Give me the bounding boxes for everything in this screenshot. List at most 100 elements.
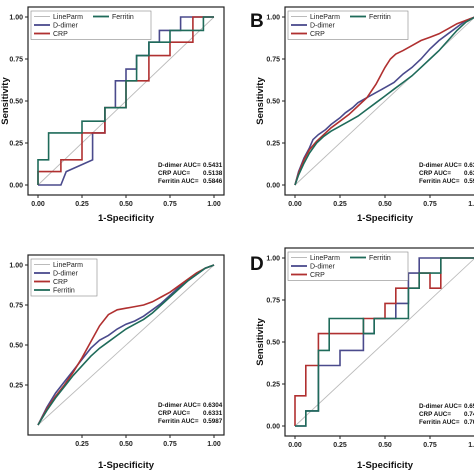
- series-line-lineparm: [37, 264, 215, 426]
- x-tick-label: 0.00: [288, 201, 302, 208]
- y-tick-label: 0.25: [266, 141, 280, 148]
- legend-label: D-dimer: [310, 23, 336, 30]
- x-tick-label: 0.00: [31, 201, 45, 208]
- legend-label: D-dimer: [53, 23, 79, 30]
- auc-label: CRP AUC=: [419, 170, 451, 177]
- x-tick-label: 1.00: [207, 201, 221, 208]
- auc-value: 0.5138: [203, 170, 223, 177]
- auc-label: CRP AUC=: [419, 411, 451, 418]
- y-tick-label: 0.75: [9, 303, 23, 310]
- legend-label: Ferritin: [369, 14, 391, 21]
- panel-letter: B: [250, 11, 264, 32]
- legend-label: Ferritin: [112, 14, 134, 21]
- auc-value: 0.5846: [203, 178, 223, 185]
- legend-label: CRP: [53, 279, 68, 286]
- roc-panel-4: 0.00 0.25 0.50 0.75 1.00 0.00 0.25 0.50 0.75 1.00…: [250, 247, 474, 471]
- y-axis-label: Sensitivity: [0, 77, 11, 125]
- x-axis-label: 1-Specificity: [357, 213, 414, 224]
- x-tick-label: 0.50: [119, 441, 133, 448]
- series-line-ferritin: [37, 16, 214, 185]
- y-tick-label: 1.00: [266, 15, 280, 22]
- auc-label: Ferritin AUC=: [158, 178, 199, 185]
- y-tick-label: 0.25: [9, 141, 23, 148]
- x-tick-label: 0.50: [378, 442, 392, 449]
- y-tick-label: 1.00: [9, 263, 23, 270]
- y-tick-label: 0.50: [266, 340, 280, 347]
- auc-label: D-dimer AUC=: [158, 402, 201, 409]
- legend-box: [30, 10, 152, 40]
- x-tick-label: 1.00: [207, 441, 221, 448]
- x-tick-label: 1.00: [468, 201, 474, 208]
- x-tick-label: 0.00: [288, 442, 302, 449]
- legend-box: [287, 251, 409, 281]
- series-line-ferritin: [295, 257, 474, 427]
- auc-label: Ferritin AUC=: [158, 418, 199, 425]
- series-line-crp: [294, 16, 474, 186]
- auc-label: CRP AUC=: [158, 170, 190, 177]
- x-tick-label: 1.00: [468, 442, 474, 449]
- y-tick-label: 0.50: [266, 99, 280, 106]
- auc-value: 0.5987: [203, 418, 223, 425]
- x-tick-label: 0.25: [333, 201, 347, 208]
- x-tick-label: 0.75: [423, 442, 437, 449]
- x-tick-label: 0.50: [119, 201, 133, 208]
- auc-value: 0.708: [464, 419, 474, 426]
- y-tick-label: 0.75: [266, 298, 280, 305]
- y-tick-label: 1.00: [9, 15, 23, 22]
- y-tick-label: 0.75: [9, 57, 23, 64]
- x-tick-label: 0.50: [378, 201, 392, 208]
- legend-label: D-dimer: [310, 264, 336, 271]
- legend-label: D-dimer: [53, 271, 79, 278]
- legend-label: CRP: [53, 31, 68, 38]
- y-tick-label: 0.25: [266, 382, 280, 389]
- x-axis-label: 1-Specificity: [357, 460, 414, 471]
- y-axis-label: Sensitivity: [255, 77, 266, 125]
- auc-label: D-dimer AUC=: [419, 162, 462, 169]
- x-tick-label: 0.25: [75, 201, 89, 208]
- x-axis-label: 1-Specificity: [98, 213, 155, 224]
- legend-label: Ferritin: [369, 255, 391, 262]
- auc-value: 0.59: [464, 178, 474, 185]
- series-line-lineparm: [294, 258, 474, 427]
- auc-value: 0.6331: [203, 410, 223, 417]
- roc-panel-1: 0.00 0.25 0.50 0.75 1.00 0.00 0.25 0.50 0.75 1.00…: [0, 6, 225, 224]
- auc-label: Ferritin AUC=: [419, 178, 460, 185]
- legend-label: LineParm: [53, 262, 83, 269]
- x-tick-label: 0.75: [163, 441, 177, 448]
- auc-value: 0.650: [464, 403, 474, 410]
- x-tick-label: 0.75: [163, 201, 177, 208]
- y-tick-label: 0.25: [9, 383, 23, 390]
- y-axis-label: Sensitivity: [255, 318, 266, 366]
- y-tick-label: 0.00: [266, 183, 280, 190]
- series-line-ferritin: [37, 264, 215, 426]
- roc-panel-2: 0.00 0.25 0.50 0.75 1.00 0.00 0.25 0.50 0.75 1.00…: [250, 6, 474, 224]
- y-tick-label: 1.00: [266, 256, 280, 263]
- series-line-ferritin: [294, 16, 474, 186]
- x-tick-label: 0.25: [333, 442, 347, 449]
- auc-label: D-dimer AUC=: [419, 403, 462, 410]
- legend-label: LineParm: [310, 255, 340, 262]
- auc-value: 0.63: [464, 162, 474, 169]
- panel-letter: D: [250, 254, 264, 275]
- x-tick-label: 0.25: [75, 441, 89, 448]
- y-tick-label: 0.75: [266, 57, 280, 64]
- auc-label: D-dimer AUC=: [158, 162, 201, 169]
- y-tick-label: 0.00: [9, 183, 23, 190]
- legend-label: CRP: [310, 31, 325, 38]
- roc-panel-3: 0.25 0.50 0.75 1.00 0.25 0.50 0.75 1.00 1-Specif…: [9, 254, 225, 471]
- legend-label: CRP: [310, 272, 325, 279]
- y-tick-label: 0.50: [9, 99, 23, 106]
- legend-box: [287, 10, 409, 40]
- x-tick-label: 0.75: [423, 201, 437, 208]
- series-line-crp: [294, 257, 474, 426]
- legend-label: LineParm: [53, 14, 83, 21]
- series-line-crp: [37, 264, 215, 426]
- auc-value: 0.63: [464, 170, 474, 177]
- auc-value: 0.5431: [203, 162, 223, 169]
- auc-value: 0.745: [464, 411, 474, 418]
- x-axis-label: 1-Specificity: [98, 460, 155, 471]
- y-tick-label: 0.50: [9, 343, 23, 350]
- y-tick-label: 0.00: [266, 424, 280, 431]
